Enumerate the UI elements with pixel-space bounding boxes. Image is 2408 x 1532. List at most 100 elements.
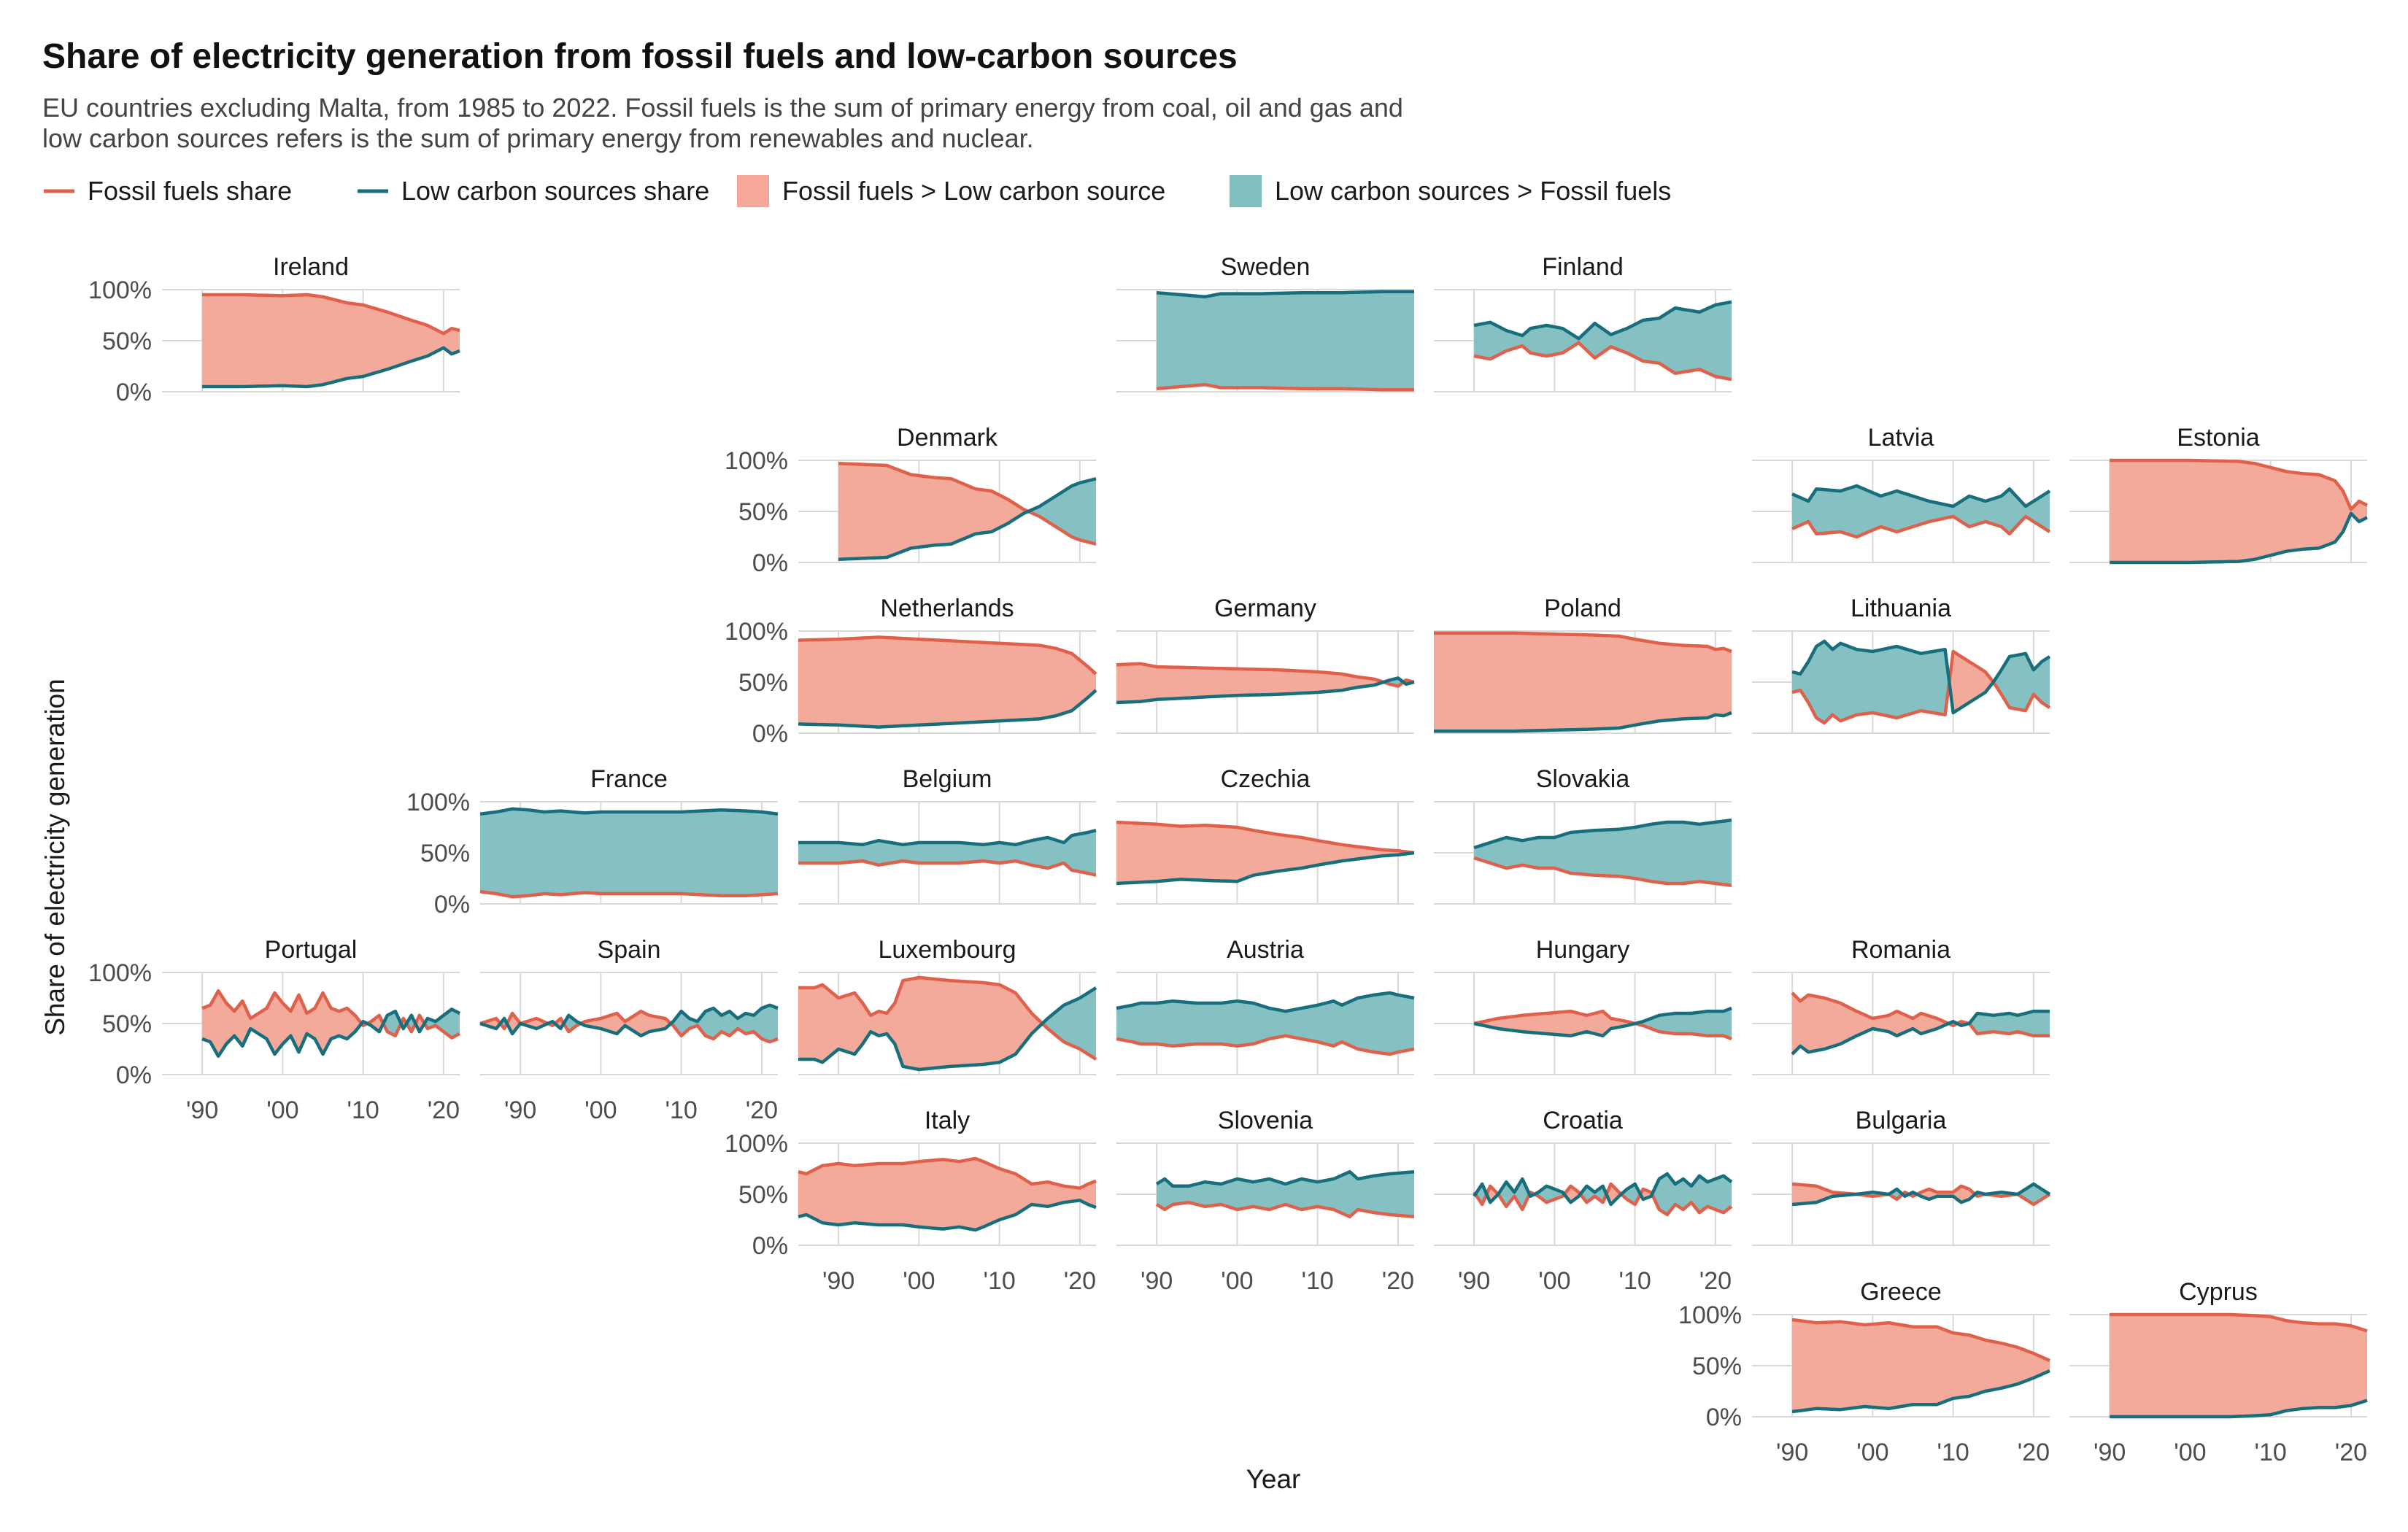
facet-title-denmark: Denmark — [897, 424, 998, 452]
facet-title-estonia: Estonia — [2177, 424, 2259, 452]
legend-key-4 — [1230, 175, 1262, 207]
facet-title-hungary: Hungary — [1536, 936, 1630, 964]
fossil-share-line-denmark — [838, 461, 1097, 546]
facet-belgium: Belgium — [798, 765, 1097, 905]
x-tick-label: '10 — [2255, 1439, 2287, 1466]
fossil-share-line-sweden — [1156, 382, 1414, 392]
low-carbon-share-line-estonia — [2110, 511, 2369, 565]
low-carbon-share-line-spain — [479, 1003, 779, 1038]
x-tick-label: '90 — [822, 1267, 854, 1295]
x-tick-label: '20 — [2018, 1439, 2050, 1466]
fossil-dominant-area — [580, 1011, 671, 1036]
fossil-share-line-belgium — [798, 859, 1097, 877]
low-carbon-dominant-area — [1042, 988, 1096, 1059]
fossil-share-line-italy — [798, 1156, 1097, 1190]
facet-title-romania: Romania — [1851, 936, 1950, 964]
fossil-dominant-area — [1792, 1320, 2050, 1412]
low-carbon-dominant-area — [1792, 486, 2050, 537]
facet-title-spain: Spain — [598, 936, 661, 964]
y-tick-label: 50% — [102, 1010, 152, 1038]
fossil-share-line-croatia — [1473, 1182, 1733, 1217]
chart-subtitle-line-1: EU countries excluding Malta, from 1985 … — [42, 93, 1403, 123]
x-tick-label: '00 — [903, 1267, 935, 1295]
facet-title-poland: Poland — [1544, 595, 1621, 622]
low-carbon-dominant-area — [1474, 820, 1732, 886]
facet-poland: Poland — [1434, 595, 1732, 734]
facet-title-portugal: Portugal — [265, 936, 358, 964]
y-tick-label: 0% — [116, 1061, 152, 1089]
y-tick-label: 50% — [738, 498, 788, 526]
y-tick-label: 100% — [725, 447, 788, 475]
facet-czechia: Czechia — [1116, 765, 1415, 905]
x-tick-label: '00 — [2174, 1439, 2206, 1466]
fossil-dominant-area — [480, 1018, 501, 1029]
fossil-dominant-area — [1116, 822, 1414, 883]
x-tick-label: '90 — [1141, 1267, 1173, 1295]
facet-denmark: Denmark 0% 50% 100% — [725, 424, 1097, 577]
low-carbon-dominant-area — [1621, 1184, 1640, 1204]
x-tick-label: '10 — [347, 1096, 379, 1124]
x-tick-label: '90 — [186, 1096, 218, 1124]
facet-title-france: France — [590, 765, 668, 793]
facet-hungary: Hungary — [1434, 936, 1732, 1075]
facet-sweden: Sweden — [1116, 253, 1414, 392]
low-carbon-dominant-area — [671, 1005, 778, 1042]
fossil-share-line-france — [479, 889, 779, 899]
fossil-dominant-area — [1434, 632, 1732, 732]
low-carbon-share-line-germany — [1116, 676, 1415, 705]
fossil-share-line-slovakia — [1473, 856, 1732, 888]
facet-title-finland: Finland — [1542, 253, 1624, 281]
x-tick-label: '20 — [1064, 1267, 1096, 1295]
facet-title-austria: Austria — [1227, 936, 1304, 964]
facet-title-bulgaria: Bulgaria — [1856, 1107, 1947, 1134]
low-carbon-dominant-area — [798, 830, 1096, 875]
x-tick-label: '20 — [1699, 1267, 1732, 1295]
legend-label-3: Fossil fuels > Low carbon source — [782, 176, 1165, 206]
fossil-dominant-area — [506, 1013, 548, 1034]
y-tick-label: 50% — [1692, 1353, 1742, 1380]
x-tick-label: '00 — [1538, 1267, 1570, 1295]
low-carbon-share-line-belgium — [798, 829, 1097, 847]
low-carbon-share-line-hungary — [1473, 1006, 1732, 1038]
chart-subtitle-line-2: low carbon sources refers is the sum of … — [42, 123, 1034, 153]
y-tick-label: 100% — [406, 789, 470, 816]
low-carbon-share-line-sweden — [1156, 290, 1414, 299]
facet-title-lithuania: Lithuania — [1851, 595, 1951, 622]
facet-slovenia: Slovenia '90 '00 '10 '20 — [1116, 1107, 1415, 1295]
low-carbon-dominant-area — [1157, 1172, 1414, 1217]
facet-title-czechia: Czechia — [1221, 765, 1311, 793]
y-axis-title: Share of electricity generation — [40, 678, 70, 1036]
facet-croatia: Croatia '90 '00 '10 '20 — [1434, 1107, 1733, 1295]
fossil-dominant-area — [1474, 1011, 1635, 1036]
y-tick-label: 50% — [738, 669, 788, 697]
facet-title-greece: Greece — [1860, 1278, 1942, 1306]
y-tick-label: 100% — [1678, 1301, 1742, 1329]
facet-estonia: Estonia — [2069, 424, 2369, 565]
fossil-dominant-area — [798, 637, 1096, 727]
fossil-dominant-area — [1949, 651, 1994, 713]
chart-title: Share of electricity generation from fos… — [42, 37, 1238, 76]
fossil-dominant-area — [367, 1015, 384, 1032]
facet-grid: Ireland 0% 50% 100% Sweden Finland Denmark 0% 50… — [88, 253, 2369, 1466]
low-carbon-share-line-czechia — [1116, 851, 1415, 886]
fossil-dominant-area — [798, 1158, 1096, 1230]
facet-spain: Spain '90 '00 '10 '20 — [479, 936, 779, 1124]
low-carbon-share-line-ireland — [202, 346, 460, 389]
fossil-dominant-area — [798, 978, 1043, 1069]
low-carbon-dominant-area — [1652, 1174, 1732, 1215]
y-tick-label: 100% — [725, 618, 788, 646]
low-carbon-share-line-netherlands — [798, 689, 1097, 729]
x-tick-label: '20 — [746, 1096, 778, 1124]
low-carbon-share-line-slovakia — [1473, 818, 1732, 850]
fossil-dominant-area — [202, 295, 460, 387]
x-tick-label: '00 — [1221, 1267, 1253, 1295]
facet-title-netherlands: Netherlands — [880, 595, 1014, 622]
facet-title-cyprus: Cyprus — [2179, 1278, 2258, 1306]
fossil-share-line-portugal — [201, 989, 461, 1040]
x-tick-label: '10 — [665, 1096, 698, 1124]
y-tick-label: 100% — [725, 1130, 788, 1158]
facet-title-slovenia: Slovenia — [1218, 1107, 1313, 1134]
fossil-share-line-bulgaria — [1791, 1182, 2051, 1207]
low-carbon-dominant-area — [2017, 1184, 2050, 1204]
low-carbon-dominant-area — [1792, 641, 1950, 723]
